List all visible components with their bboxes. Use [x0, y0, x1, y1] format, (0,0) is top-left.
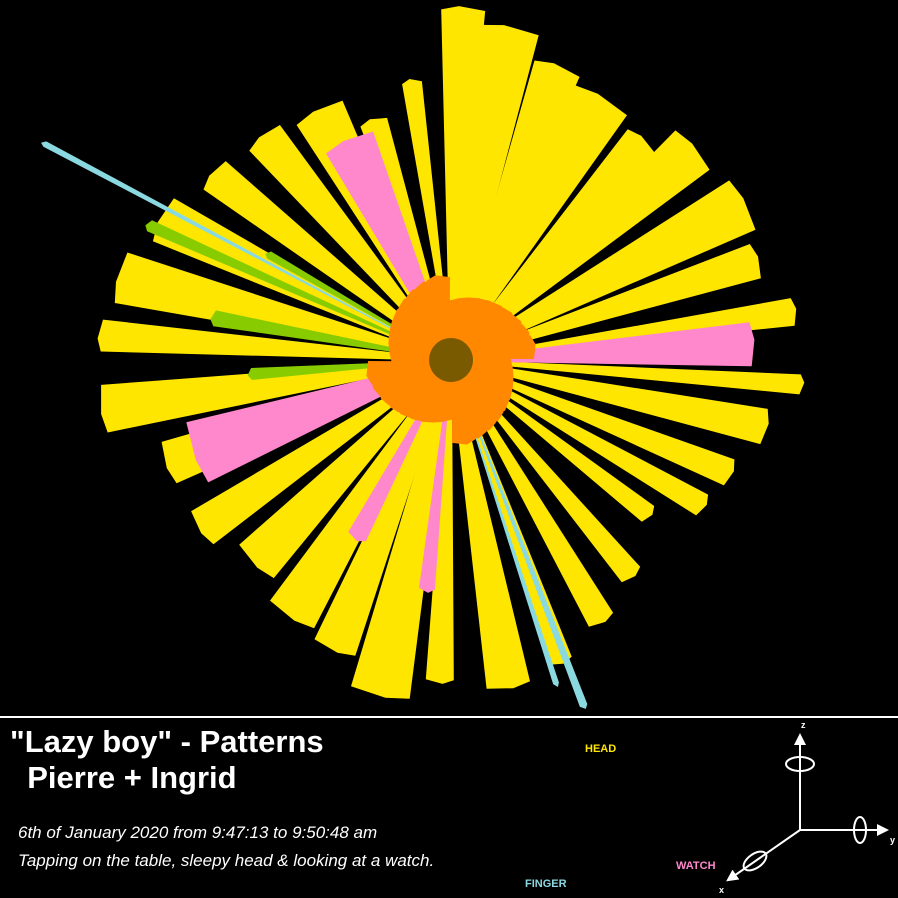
core-ray [398, 293, 442, 347]
x-rotation-icon [742, 850, 768, 872]
head-ray [466, 371, 655, 522]
head-ray [351, 378, 451, 699]
head-ray [468, 365, 735, 486]
legend-finger: FINGER [525, 878, 567, 890]
head-ray [402, 79, 450, 341]
core-ray [384, 369, 438, 413]
z-rotation-icon [785, 756, 815, 772]
head-ray [470, 362, 769, 445]
head-ray [249, 125, 440, 347]
head-ray [462, 374, 641, 583]
head-ray [114, 252, 433, 359]
finger-ray [458, 380, 588, 709]
head-ray [270, 375, 443, 629]
head-ray [459, 376, 614, 627]
head-ray [314, 377, 446, 656]
head-ray [462, 129, 655, 347]
head-ray [455, 60, 580, 343]
head-ray [464, 130, 710, 350]
head-ray [425, 379, 454, 684]
axes-icon: z y x [719, 720, 895, 895]
title-line-1: "Lazy boy" - Patterns [10, 724, 324, 759]
head-ray [101, 359, 432, 433]
legend-head: HEAD [585, 743, 617, 755]
head-ray [450, 24, 539, 341]
core-ray [366, 361, 434, 385]
legend-watch: WATCH [676, 860, 716, 872]
orange-core [366, 275, 536, 445]
head-ray [470, 298, 797, 359]
subtitle-line-2: Tapping on the table, sleepy head & look… [18, 851, 435, 870]
subtitle-line-1: 6th of January 2020 from 9:47:13 to 9:50… [18, 823, 378, 842]
watch-ray [186, 363, 434, 483]
finger-ray [457, 380, 559, 687]
watch-ray [419, 379, 450, 593]
head-ray [239, 372, 440, 579]
x-axis-label: x [719, 885, 724, 895]
green-rays [145, 220, 433, 380]
y-axis-label: y [890, 835, 895, 845]
core-ray [377, 366, 436, 406]
finger-rays [41, 141, 588, 709]
title-line-2: Pierre + Ingrid [10, 760, 237, 795]
head-ray [191, 369, 436, 545]
finger-ray [41, 141, 432, 350]
green-ray [210, 310, 430, 358]
green-ray [265, 251, 433, 350]
head-ray [451, 379, 530, 689]
green-ray [145, 220, 432, 352]
head-ray [97, 319, 432, 361]
z-axis-label: z [801, 720, 806, 730]
divider-line [0, 716, 898, 718]
watch-ray [470, 322, 755, 367]
y-rotation-icon [853, 816, 867, 844]
head-ray [470, 360, 805, 395]
head-ray [467, 368, 709, 516]
head-ray [467, 180, 756, 354]
core-ray [466, 314, 525, 354]
core-ray [457, 375, 497, 434]
core-ray [405, 286, 445, 345]
core-ray [464, 307, 518, 351]
center-disc [429, 338, 473, 382]
radial-burst-visualization [41, 6, 805, 709]
core-ray [460, 373, 504, 427]
core-ray [426, 275, 450, 343]
core-ray [452, 377, 476, 445]
head-ray [457, 85, 627, 345]
core-ray [468, 335, 536, 359]
head-ray [203, 161, 437, 350]
head-ray [469, 244, 761, 356]
